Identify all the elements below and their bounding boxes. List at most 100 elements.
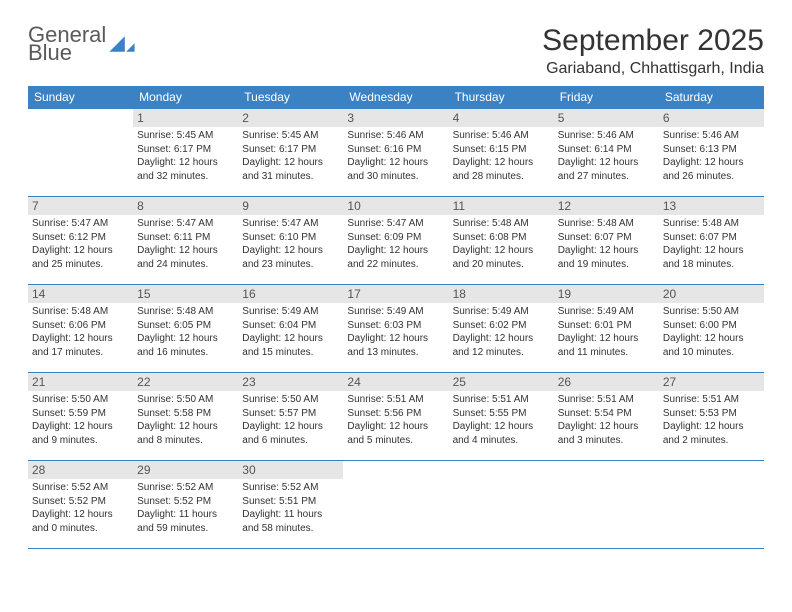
day-number: 6 <box>659 109 764 127</box>
calendar-cell: 30Sunrise: 5:52 AMSunset: 5:51 PMDayligh… <box>238 461 343 549</box>
day-details: Sunrise: 5:47 AMSunset: 6:10 PMDaylight:… <box>238 215 343 273</box>
day-number: 7 <box>28 197 133 215</box>
calendar-cell: 26Sunrise: 5:51 AMSunset: 5:54 PMDayligh… <box>554 373 659 461</box>
day-details: Sunrise: 5:48 AMSunset: 6:06 PMDaylight:… <box>28 303 133 361</box>
calendar-cell: 3Sunrise: 5:46 AMSunset: 6:16 PMDaylight… <box>343 109 448 197</box>
day-details: Sunrise: 5:52 AMSunset: 5:51 PMDaylight:… <box>238 479 343 537</box>
dayheader-tuesday: Tuesday <box>238 86 343 109</box>
day-number: 14 <box>28 285 133 303</box>
day-number: 25 <box>449 373 554 391</box>
day-number: 8 <box>133 197 238 215</box>
day-details: Sunrise: 5:47 AMSunset: 6:11 PMDaylight:… <box>133 215 238 273</box>
day-number: 18 <box>449 285 554 303</box>
calendar-cell: 7Sunrise: 5:47 AMSunset: 6:12 PMDaylight… <box>28 197 133 285</box>
calendar-cell: 19Sunrise: 5:49 AMSunset: 6:01 PMDayligh… <box>554 285 659 373</box>
day-details: Sunrise: 5:50 AMSunset: 6:00 PMDaylight:… <box>659 303 764 361</box>
calendar-cell: 10Sunrise: 5:47 AMSunset: 6:09 PMDayligh… <box>343 197 448 285</box>
calendar-cell: 12Sunrise: 5:48 AMSunset: 6:07 PMDayligh… <box>554 197 659 285</box>
logo-triangle-icon <box>108 33 136 55</box>
calendar-cell: 9Sunrise: 5:47 AMSunset: 6:10 PMDaylight… <box>238 197 343 285</box>
day-number: 17 <box>343 285 448 303</box>
calendar-cell: 22Sunrise: 5:50 AMSunset: 5:58 PMDayligh… <box>133 373 238 461</box>
calendar-cell: 28Sunrise: 5:52 AMSunset: 5:52 PMDayligh… <box>28 461 133 549</box>
day-details: Sunrise: 5:45 AMSunset: 6:17 PMDaylight:… <box>238 127 343 185</box>
day-details: Sunrise: 5:52 AMSunset: 5:52 PMDaylight:… <box>28 479 133 537</box>
calendar-cell <box>449 461 554 549</box>
day-number: 21 <box>28 373 133 391</box>
logo: General Blue <box>28 24 136 64</box>
day-details: Sunrise: 5:50 AMSunset: 5:58 PMDaylight:… <box>133 391 238 449</box>
day-number: 24 <box>343 373 448 391</box>
day-number: 22 <box>133 373 238 391</box>
day-number: 27 <box>659 373 764 391</box>
calendar-table: SundayMondayTuesdayWednesdayThursdayFrid… <box>28 86 764 549</box>
day-number: 4 <box>449 109 554 127</box>
day-number: 19 <box>554 285 659 303</box>
day-details: Sunrise: 5:46 AMSunset: 6:16 PMDaylight:… <box>343 127 448 185</box>
calendar-cell: 23Sunrise: 5:50 AMSunset: 5:57 PMDayligh… <box>238 373 343 461</box>
dayheader-wednesday: Wednesday <box>343 86 448 109</box>
dayheader-friday: Friday <box>554 86 659 109</box>
dayheader-sunday: Sunday <box>28 86 133 109</box>
calendar-cell: 2Sunrise: 5:45 AMSunset: 6:17 PMDaylight… <box>238 109 343 197</box>
day-details: Sunrise: 5:45 AMSunset: 6:17 PMDaylight:… <box>133 127 238 185</box>
day-details: Sunrise: 5:50 AMSunset: 5:57 PMDaylight:… <box>238 391 343 449</box>
day-number: 23 <box>238 373 343 391</box>
calendar-cell: 25Sunrise: 5:51 AMSunset: 5:55 PMDayligh… <box>449 373 554 461</box>
logo-word2: Blue <box>28 40 72 65</box>
calendar-cell: 5Sunrise: 5:46 AMSunset: 6:14 PMDaylight… <box>554 109 659 197</box>
day-number: 10 <box>343 197 448 215</box>
day-details: Sunrise: 5:47 AMSunset: 6:12 PMDaylight:… <box>28 215 133 273</box>
calendar-cell: 13Sunrise: 5:48 AMSunset: 6:07 PMDayligh… <box>659 197 764 285</box>
day-details: Sunrise: 5:46 AMSunset: 6:15 PMDaylight:… <box>449 127 554 185</box>
day-details: Sunrise: 5:48 AMSunset: 6:08 PMDaylight:… <box>449 215 554 273</box>
calendar-cell: 29Sunrise: 5:52 AMSunset: 5:52 PMDayligh… <box>133 461 238 549</box>
calendar-cell: 15Sunrise: 5:48 AMSunset: 6:05 PMDayligh… <box>133 285 238 373</box>
calendar-cell: 27Sunrise: 5:51 AMSunset: 5:53 PMDayligh… <box>659 373 764 461</box>
day-details: Sunrise: 5:48 AMSunset: 6:05 PMDaylight:… <box>133 303 238 361</box>
day-number: 12 <box>554 197 659 215</box>
calendar-cell: 14Sunrise: 5:48 AMSunset: 6:06 PMDayligh… <box>28 285 133 373</box>
day-number: 2 <box>238 109 343 127</box>
day-details: Sunrise: 5:46 AMSunset: 6:13 PMDaylight:… <box>659 127 764 185</box>
day-details: Sunrise: 5:46 AMSunset: 6:14 PMDaylight:… <box>554 127 659 185</box>
calendar-cell <box>659 461 764 549</box>
calendar-cell: 20Sunrise: 5:50 AMSunset: 6:00 PMDayligh… <box>659 285 764 373</box>
day-details: Sunrise: 5:49 AMSunset: 6:04 PMDaylight:… <box>238 303 343 361</box>
day-number: 9 <box>238 197 343 215</box>
day-details: Sunrise: 5:52 AMSunset: 5:52 PMDaylight:… <box>133 479 238 537</box>
dayheader-monday: Monday <box>133 86 238 109</box>
day-details: Sunrise: 5:48 AMSunset: 6:07 PMDaylight:… <box>554 215 659 273</box>
day-details: Sunrise: 5:50 AMSunset: 5:59 PMDaylight:… <box>28 391 133 449</box>
calendar-cell: 4Sunrise: 5:46 AMSunset: 6:15 PMDaylight… <box>449 109 554 197</box>
calendar-cell <box>343 461 448 549</box>
dayheader-thursday: Thursday <box>449 86 554 109</box>
day-details: Sunrise: 5:49 AMSunset: 6:02 PMDaylight:… <box>449 303 554 361</box>
day-details: Sunrise: 5:51 AMSunset: 5:53 PMDaylight:… <box>659 391 764 449</box>
day-number: 16 <box>238 285 343 303</box>
calendar-cell: 21Sunrise: 5:50 AMSunset: 5:59 PMDayligh… <box>28 373 133 461</box>
day-number: 11 <box>449 197 554 215</box>
day-number: 28 <box>28 461 133 479</box>
day-number: 20 <box>659 285 764 303</box>
day-details: Sunrise: 5:49 AMSunset: 6:03 PMDaylight:… <box>343 303 448 361</box>
calendar-cell: 18Sunrise: 5:49 AMSunset: 6:02 PMDayligh… <box>449 285 554 373</box>
day-number: 15 <box>133 285 238 303</box>
day-number: 3 <box>343 109 448 127</box>
calendar-cell: 17Sunrise: 5:49 AMSunset: 6:03 PMDayligh… <box>343 285 448 373</box>
month-title: September 2025 <box>542 24 764 58</box>
day-details: Sunrise: 5:48 AMSunset: 6:07 PMDaylight:… <box>659 215 764 273</box>
day-number: 5 <box>554 109 659 127</box>
dayheader-saturday: Saturday <box>659 86 764 109</box>
calendar-cell: 16Sunrise: 5:49 AMSunset: 6:04 PMDayligh… <box>238 285 343 373</box>
calendar-cell <box>554 461 659 549</box>
calendar-cell: 6Sunrise: 5:46 AMSunset: 6:13 PMDaylight… <box>659 109 764 197</box>
day-number: 13 <box>659 197 764 215</box>
calendar-cell: 24Sunrise: 5:51 AMSunset: 5:56 PMDayligh… <box>343 373 448 461</box>
day-details: Sunrise: 5:51 AMSunset: 5:54 PMDaylight:… <box>554 391 659 449</box>
day-details: Sunrise: 5:51 AMSunset: 5:56 PMDaylight:… <box>343 391 448 449</box>
location: Gariaband, Chhattisgarh, India <box>542 60 764 78</box>
day-details: Sunrise: 5:47 AMSunset: 6:09 PMDaylight:… <box>343 215 448 273</box>
calendar-cell: 8Sunrise: 5:47 AMSunset: 6:11 PMDaylight… <box>133 197 238 285</box>
day-number: 30 <box>238 461 343 479</box>
